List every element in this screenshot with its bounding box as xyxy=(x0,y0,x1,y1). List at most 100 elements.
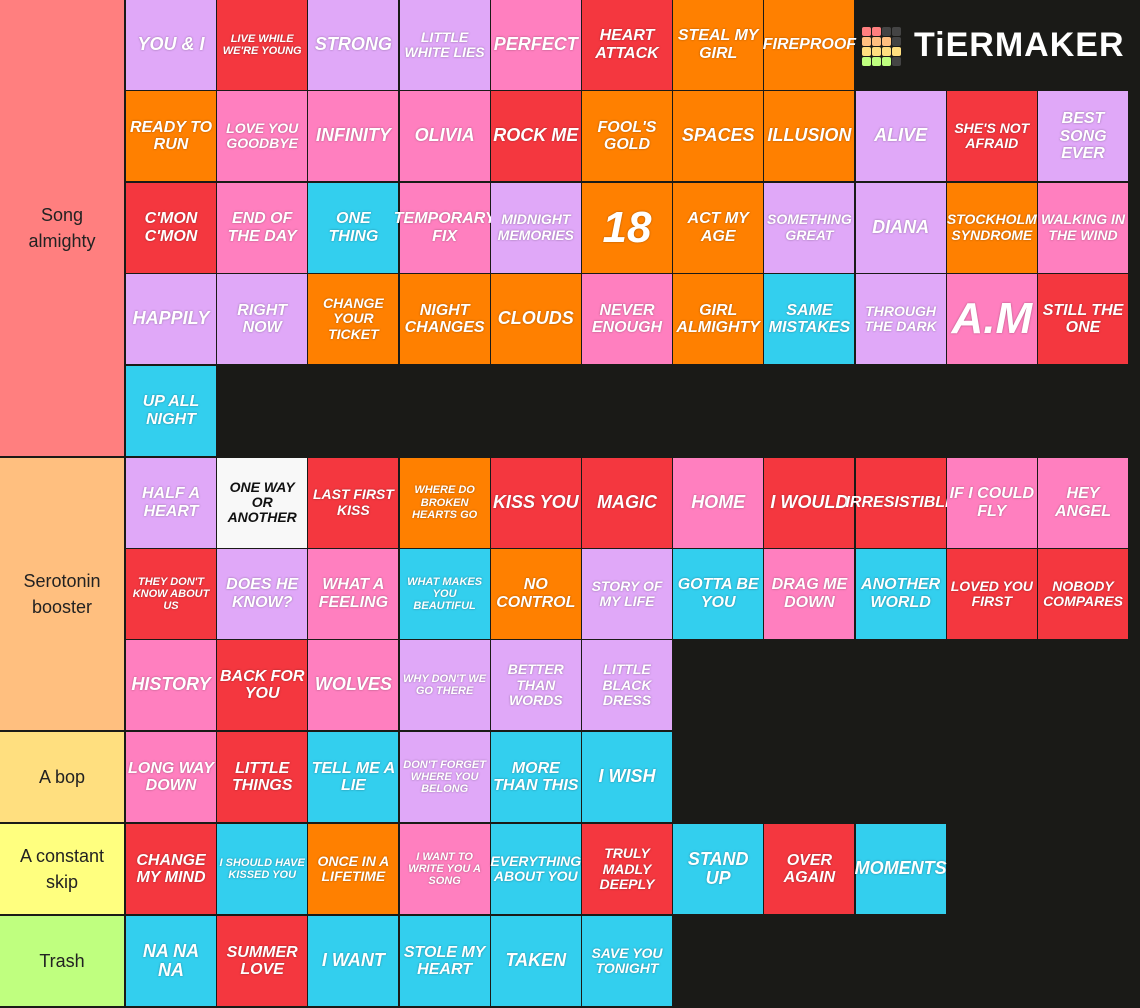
item-label: I WANT xyxy=(321,950,385,971)
item-label: SHE'S NOT AFRAID xyxy=(954,120,1030,152)
tier-item: ONE THING xyxy=(308,182,399,273)
item-label: STEAL MY GIRL xyxy=(677,27,759,62)
tier-item: END OF THE DAY xyxy=(217,182,308,273)
tier-item: MORE THAN THIS xyxy=(490,732,581,823)
item-label: ROCK ME xyxy=(493,125,579,146)
tier-item: WHERE DO BROKEN HEARTS GO xyxy=(399,457,490,548)
item-label: NA NA NA xyxy=(142,940,200,981)
tier-item: NEVER ENOUGH xyxy=(582,274,672,365)
item-label: STOCKHOLM SYNDROME xyxy=(946,211,1037,243)
item-label: OLIVIA xyxy=(414,125,475,146)
item-label: LITTLE BLACK DRESS xyxy=(602,661,652,709)
item-label: RIGHT NOW xyxy=(237,301,288,337)
tier-item: STILL THE ONE xyxy=(1038,274,1128,365)
logo-text: TiERMAKER xyxy=(914,26,1125,64)
item-label: BACK FOR YOU xyxy=(219,667,305,703)
item-label: NIGHT CHANGES xyxy=(404,301,485,337)
tier-item: MIDNIGHT MEMORIES xyxy=(490,182,581,273)
tier-label: A constant skip xyxy=(0,824,124,915)
item-label: SPACES xyxy=(681,125,755,146)
item-label: ONE THING xyxy=(328,210,379,245)
tier-item: READY TO RUN xyxy=(126,91,216,182)
tier-item: STAND UP xyxy=(673,824,764,915)
item-label: STORY OF MY LIFE xyxy=(591,577,663,609)
tier-item: IF I COULD FLY xyxy=(946,457,1037,548)
tier-item: UP ALL NIGHT xyxy=(126,365,216,456)
tier-item: HOME xyxy=(673,457,764,548)
tier-item: INFINITY xyxy=(308,91,399,182)
tier-item: I WANT xyxy=(308,916,399,1007)
item-label: THEY DON'T KNOW ABOUT US xyxy=(132,575,210,613)
tier-item: ONCE IN A LIFETIME xyxy=(308,824,399,915)
item-label: PERFECT xyxy=(493,34,578,55)
item-label: HOME xyxy=(691,491,746,512)
tier-item: LITTLE THINGS xyxy=(217,732,308,823)
tier-item: HISTORY xyxy=(126,640,216,731)
item-label: CHANGE MY MIND xyxy=(136,851,206,887)
tier-item: MAGIC xyxy=(582,457,672,548)
item-label: FIREPROOF xyxy=(762,36,857,54)
tier-item: SUMMER LOVE xyxy=(217,916,308,1007)
tier-item: ALIVE xyxy=(855,91,946,182)
tier-item: BETTER THAN WORDS xyxy=(490,640,581,731)
tier-item: ROCK ME xyxy=(490,91,581,182)
tier-item: I WANT TO WRITE YOU A SONG xyxy=(399,824,490,915)
item-label: STILL THE ONE xyxy=(1042,301,1124,337)
tier-item: CHANGE MY MIND xyxy=(126,824,216,915)
tier-item: HEART ATTACK xyxy=(582,0,672,90)
item-label: ILLUSION xyxy=(767,125,852,146)
tier-label: Trash xyxy=(0,916,124,1007)
item-label: DIANA xyxy=(872,216,930,237)
item-label: MOMENTS xyxy=(854,858,947,879)
tier-item: WOLVES xyxy=(308,640,399,731)
item-label: IRRESISTIBLE xyxy=(845,493,956,511)
tier-item: WHY DON'T WE GO THERE xyxy=(399,640,490,731)
item-label: HAPPILY xyxy=(132,308,210,329)
tier-item: NOBODY COMPARES xyxy=(1038,549,1128,639)
item-label: BEST SONG EVER xyxy=(1059,110,1107,163)
item-label: READY TO RUN xyxy=(129,118,213,154)
tier-item: SAVE YOU TONIGHT xyxy=(582,916,672,1007)
tier-item: OLIVIA xyxy=(399,91,490,182)
tier-item: FIREPROOF xyxy=(762,0,857,90)
item-label: WALKING IN THE WIND xyxy=(1041,211,1125,243)
item-label: TAKEN xyxy=(505,950,567,971)
tier-item: STRONG xyxy=(308,0,399,90)
tier-item: I WISH xyxy=(582,732,672,823)
tier-item: SOMETHING GREAT xyxy=(764,182,855,273)
tier-item: DIANA xyxy=(855,182,946,273)
tier-item: WHAT A FEELING xyxy=(308,549,399,639)
tier-item: WALKING IN THE WIND xyxy=(1038,182,1128,273)
item-label: STRONG xyxy=(314,34,392,55)
item-label: THROUGH THE DARK xyxy=(864,302,937,335)
tier-item: CHANGE YOUR TICKET xyxy=(308,274,399,365)
item-label: MORE THAN THIS xyxy=(493,759,579,795)
item-label: LITTLE THINGS xyxy=(231,759,293,795)
item-label: TELL ME A LIE xyxy=(311,759,396,795)
tier-item: CLOUDS xyxy=(490,274,581,365)
tier-item: 18 xyxy=(582,182,672,273)
tier-item: ACT MY AGE xyxy=(673,182,764,273)
item-label: WHERE DO BROKEN HEARTS GO xyxy=(411,484,478,521)
tier-item: I WOULD xyxy=(764,457,855,548)
tier-item: HALF A HEART xyxy=(126,457,216,548)
tier-label: A bop xyxy=(0,732,124,823)
item-label: FOOL'S GOLD xyxy=(597,118,657,154)
tier-item: LOVE YOU GOODBYE xyxy=(217,91,308,182)
item-label: LOVED YOU FIRST xyxy=(950,577,1033,609)
tier-item: LOVED YOU FIRST xyxy=(946,549,1037,639)
item-label: WHAT MAKES YOU BEAUTIFUL xyxy=(407,575,483,613)
tier-item: TAKEN xyxy=(490,916,581,1007)
tier-item: LAST FIRST KISS xyxy=(308,457,399,548)
logo-icon xyxy=(862,26,901,66)
item-label: NOBODY COMPARES xyxy=(1043,577,1123,609)
item-label: GIRL ALMIGHTY xyxy=(676,301,760,337)
tier-item: DON'T FORGET WHERE YOU BELONG xyxy=(399,732,490,823)
item-label: YOU & I xyxy=(137,34,205,55)
item-label: STAND UP xyxy=(687,848,749,889)
tier-item: STEAL MY GIRL xyxy=(673,0,764,90)
tier-item: A.M xyxy=(946,274,1037,365)
item-label: HISTORY xyxy=(131,674,211,695)
tier-item: C'MON C'MON xyxy=(126,182,216,273)
tier-item: IRRESISTIBLE xyxy=(845,457,956,548)
